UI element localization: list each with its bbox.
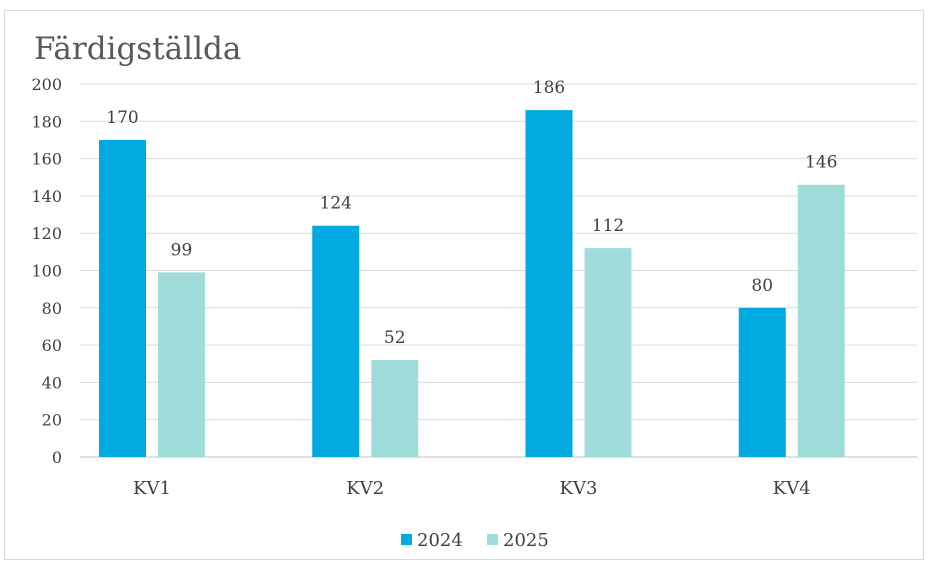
data-labels: 170 99 124 52 186 112 80 146	[106, 78, 837, 348]
x-tick-label: KV4	[773, 478, 811, 499]
gridlines	[80, 83, 917, 458]
y-tick-label: 80	[42, 299, 62, 318]
x-tick-label: KV3	[560, 478, 598, 499]
bar-2024-KV4	[738, 307, 786, 457]
x-tick-label: KV2	[346, 478, 384, 499]
chart-frame	[4, 10, 924, 560]
bar-2024-KV2	[312, 225, 360, 457]
data-label: 52	[384, 328, 406, 348]
y-axis-ticks: 0 20 40 60 80 100 120 140 160 180 200	[31, 75, 62, 467]
chart-title: Färdigställda	[34, 31, 241, 67]
y-tick-label: 120	[31, 224, 62, 243]
legend-label: 2025	[503, 530, 549, 551]
legend-swatch	[401, 534, 412, 545]
bar-2024-KV1	[99, 139, 146, 457]
y-tick-label: 100	[31, 262, 62, 281]
data-label: 112	[592, 216, 624, 236]
x-axis-ticks: KV1 KV2 KV3 KV4	[133, 478, 811, 499]
y-tick-label: 40	[42, 373, 62, 392]
y-tick-label: 160	[31, 150, 62, 169]
data-label: 146	[805, 153, 837, 173]
y-tick-label: 20	[42, 411, 62, 430]
legend-swatch	[487, 534, 498, 545]
data-label: 124	[320, 194, 352, 214]
y-tick-label: 0	[52, 448, 62, 467]
bar-2025-KV4	[797, 184, 845, 457]
legend: 2024 2025	[401, 530, 549, 551]
data-label: 80	[751, 276, 773, 296]
bar-2025-KV3	[584, 248, 632, 457]
y-tick-label: 140	[31, 187, 62, 206]
y-tick-label: 180	[31, 112, 62, 131]
x-tick-label: KV1	[133, 478, 171, 499]
bar-2025-KV2	[371, 360, 419, 457]
bars	[99, 110, 845, 458]
data-label: 170	[106, 108, 138, 128]
data-label: 186	[533, 78, 565, 98]
y-tick-label: 200	[31, 75, 62, 94]
data-label: 99	[171, 240, 193, 260]
bar-2024-KV3	[525, 110, 573, 458]
bar-2025-KV1	[158, 272, 205, 457]
legend-label: 2024	[417, 530, 463, 551]
y-tick-label: 60	[42, 336, 62, 355]
